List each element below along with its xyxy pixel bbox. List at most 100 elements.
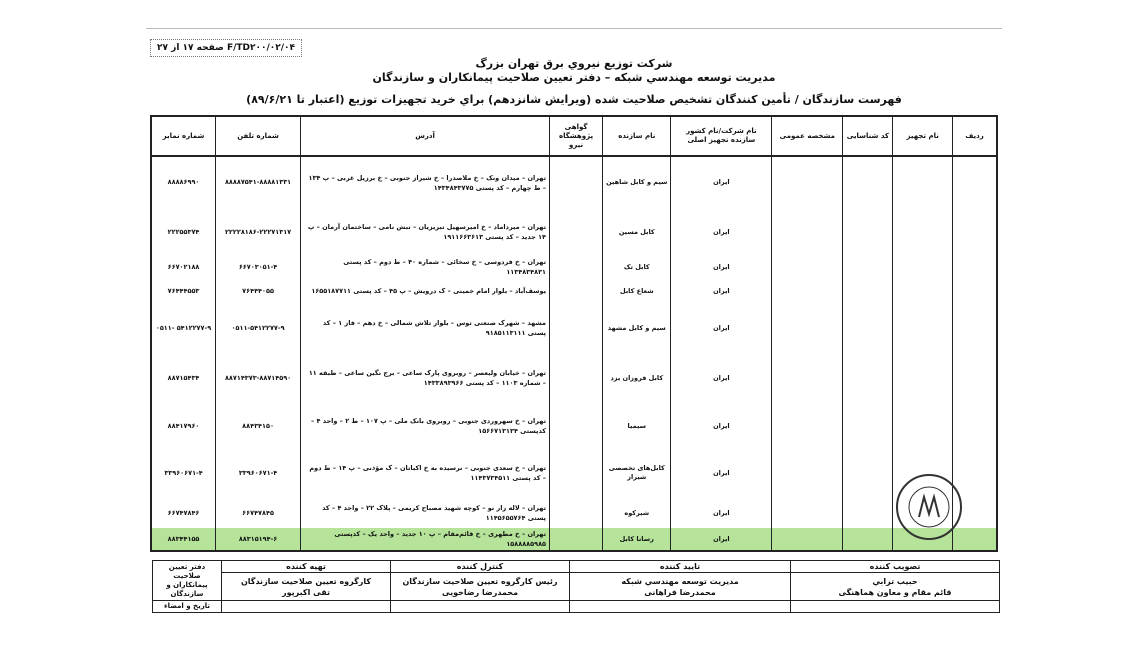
form-code: F/TD۲۰۰/۰۲/۰۴ صفحه ۱۷ از ۲۷ <box>150 39 303 57</box>
empty-cell <box>892 352 954 404</box>
date-sign-label: تاریخ و امضاء <box>152 600 222 613</box>
office-label: دفتر تعیین صلاحیت پیمانکاران و سازندگان <box>152 560 222 601</box>
country-cell: ایران <box>670 498 773 528</box>
maker-cell: کابل مسین <box>602 208 672 256</box>
table-row: ایران شعاع کابل یوسف‌آباد – بلوار امام خمی… <box>150 278 998 304</box>
address-cell: تهران – خ فردوسی – خ سخائی – شماره ۴۰ – … <box>300 256 551 278</box>
empty-cell <box>842 256 894 278</box>
empty-cell <box>790 600 1000 613</box>
table-row: ایران سیمیا تهران – خ سهروردی جنوبی – روبر… <box>150 404 998 448</box>
empty-cell <box>892 208 954 256</box>
department-name: مدیریت توسعه مهندسي شبکه – دفتر تعیین صل… <box>372 71 776 84</box>
empty-cell <box>569 600 791 613</box>
approver-title: قائم مقام و معاون هماهنگی <box>838 587 952 597</box>
address-cell: تهران – خ سعدی جنوبی – نرسیده به خ اکبات… <box>300 448 551 498</box>
empty-cell <box>952 208 998 256</box>
confirmer-label: تایید کننده <box>569 560 791 573</box>
column-header: شماره تلفن <box>215 116 302 157</box>
empty-cell <box>892 278 954 304</box>
column-header: ردیف <box>952 116 998 157</box>
signature-table: تصویب کننده تایید کننده کنترل کننده تهیه… <box>152 560 1000 613</box>
fax-cell: ۸۸۷۱۵۴۳۴ <box>150 352 217 404</box>
maker-cell: سیم و کابل مشهد <box>602 304 672 352</box>
column-header: گواهی پژوهشگاه نیرو <box>549 116 604 157</box>
phone-cell: ۰۵۱۱-۵۴۱۲۲۷۷-۹ <box>215 304 302 352</box>
maker-cell: کابل تک <box>602 256 672 278</box>
empty-cell <box>952 156 998 208</box>
empty-cell <box>892 256 954 278</box>
controller-title: رئیس کارگروه تعیین صلاحیت سازندگان <box>402 576 558 586</box>
maker-cell: رسانا کابل <box>602 528 672 551</box>
country-cell: ایران <box>670 448 773 498</box>
empty-cell <box>892 304 954 352</box>
empty-cell <box>952 404 998 448</box>
table-row: ایران رسانا کابل تهران – خ مطهری – خ قائم‌… <box>150 528 998 551</box>
country-cell: ایران <box>670 156 773 208</box>
suppliers-table: ردیف نام تجهیز کد شناسایی مشخصه عمومی نام شر… <box>150 115 998 552</box>
approver-info: حبیب ترابي قائم مقام و معاون هماهنگی <box>790 572 1000 601</box>
empty-cell <box>952 498 998 528</box>
document-title: فهرست سازندگان / تأمین کنندگان تشخیص صلا… <box>246 93 902 106</box>
controller-info: رئیس کارگروه تعیین صلاحیت سازندگان محمدرض… <box>390 572 570 601</box>
empty-cell <box>842 156 894 208</box>
empty-cell <box>952 256 998 278</box>
phone-cell: ۶۶۷۴۷۸۴۵ <box>215 498 302 528</box>
approver-label: تصویب کننده <box>790 560 1000 573</box>
table-row: ایران سیم و کابل مشهد مشهد – شهرک صنعتی تو… <box>150 304 998 352</box>
empty-cell <box>842 528 894 551</box>
country-cell: ایران <box>670 304 773 352</box>
table-row: ایران کابل تک تهران – خ فردوسی – خ سخائی –… <box>150 256 998 278</box>
country-cell: ایران <box>670 528 773 551</box>
preparer-info: کارگروه تعیین صلاحیت سازندگان تقی اکبرپور <box>221 572 391 601</box>
address-cell: تهران – خیابان ولیعصر – روبروی پارک ساعی… <box>300 352 551 404</box>
company-name: شرکت توزیع نیروي برق تهران بزرگ <box>475 57 673 70</box>
phone-cell: ۳۳۹۶۰۶۷۱-۴ <box>215 448 302 498</box>
phone-cell: ۸۸۷۱۴۳۷۳-۸۸۷۱۴۵۹۰ <box>215 352 302 404</box>
address-cell: تهران – خ مطهری – خ قائم‌مقام – پ ۱۰ جدی… <box>300 528 551 551</box>
address-cell: مشهد – شهرک صنعتی توس – بلوار تلاش شمالی… <box>300 304 551 352</box>
column-header: نام تجهیز <box>892 116 954 157</box>
table-row: ایران شیرکوه تهران – لاله زار نو – کوچه شه… <box>150 498 998 528</box>
fax-cell: ۶۶۷۴۷۸۴۶ <box>150 498 217 528</box>
address-cell: تهران – میرداماد – خ امیرسهیل تبریزیان –… <box>300 208 551 256</box>
phone-cell: ۶۶۷۰۳۰۵۱-۴ <box>215 256 302 278</box>
document-page: F/TD۲۰۰/۰۲/۰۴ صفحه ۱۷ از ۲۷ شرکت توزیع ن… <box>146 28 1002 613</box>
maker-cell: شیرکوه <box>602 498 672 528</box>
empty-cell <box>842 448 894 498</box>
empty-cell <box>842 352 894 404</box>
country-cell: ایران <box>670 404 773 448</box>
empty-cell <box>842 498 894 528</box>
empty-cell <box>771 156 844 208</box>
table-row: ایران کابل فروزان یزد تهران – خیابان ولیعص… <box>150 352 998 404</box>
table-row: ایران کابل‌های تخصصی شیراز تهران – خ سعدی … <box>150 448 998 498</box>
approver-name: حبیب ترابي <box>872 576 918 586</box>
empty-cell <box>892 156 954 208</box>
fax-cell: ۲۲۲۵۵۳۷۴ <box>150 208 217 256</box>
empty-cell <box>892 404 954 448</box>
empty-cell <box>390 600 570 613</box>
empty-cell <box>221 600 391 613</box>
column-header: مشخصه عمومی <box>771 116 844 157</box>
address-cell: تهران – میدان ونک – خ ملاصدرا – خ شیراز … <box>300 156 551 208</box>
empty-cell <box>771 278 844 304</box>
empty-cell <box>771 498 844 528</box>
empty-cell <box>771 256 844 278</box>
fax-cell: ۸۸۸۸۶۹۹۰ <box>150 156 217 208</box>
empty-cell <box>549 156 604 208</box>
controller-name: محمدرضا رضاخویی <box>441 587 519 597</box>
preparer-label: تهیه کننده <box>221 560 391 573</box>
preparer-name: تقی اکبرپور <box>282 587 330 597</box>
empty-cell <box>952 304 998 352</box>
address-cell: تهران – لاله زار نو – کوچه شهید مصباح کر… <box>300 498 551 528</box>
column-header: نام سازنده <box>602 116 672 157</box>
confirmer-title: مدیریت توسعه مهندسي شبکه <box>621 576 739 586</box>
country-cell: ایران <box>670 208 773 256</box>
fax-cell: ۵۴۱۲۲۷۷-۹ -۰۵۱۱ <box>150 304 217 352</box>
column-header: کد شناسایی <box>842 116 894 157</box>
empty-cell <box>842 278 894 304</box>
empty-cell <box>771 352 844 404</box>
fax-cell: ۸۸۳۴۴۱۵۵ <box>150 528 217 551</box>
empty-cell <box>842 404 894 448</box>
empty-cell <box>892 448 954 498</box>
column-header: آدرس <box>300 116 551 157</box>
